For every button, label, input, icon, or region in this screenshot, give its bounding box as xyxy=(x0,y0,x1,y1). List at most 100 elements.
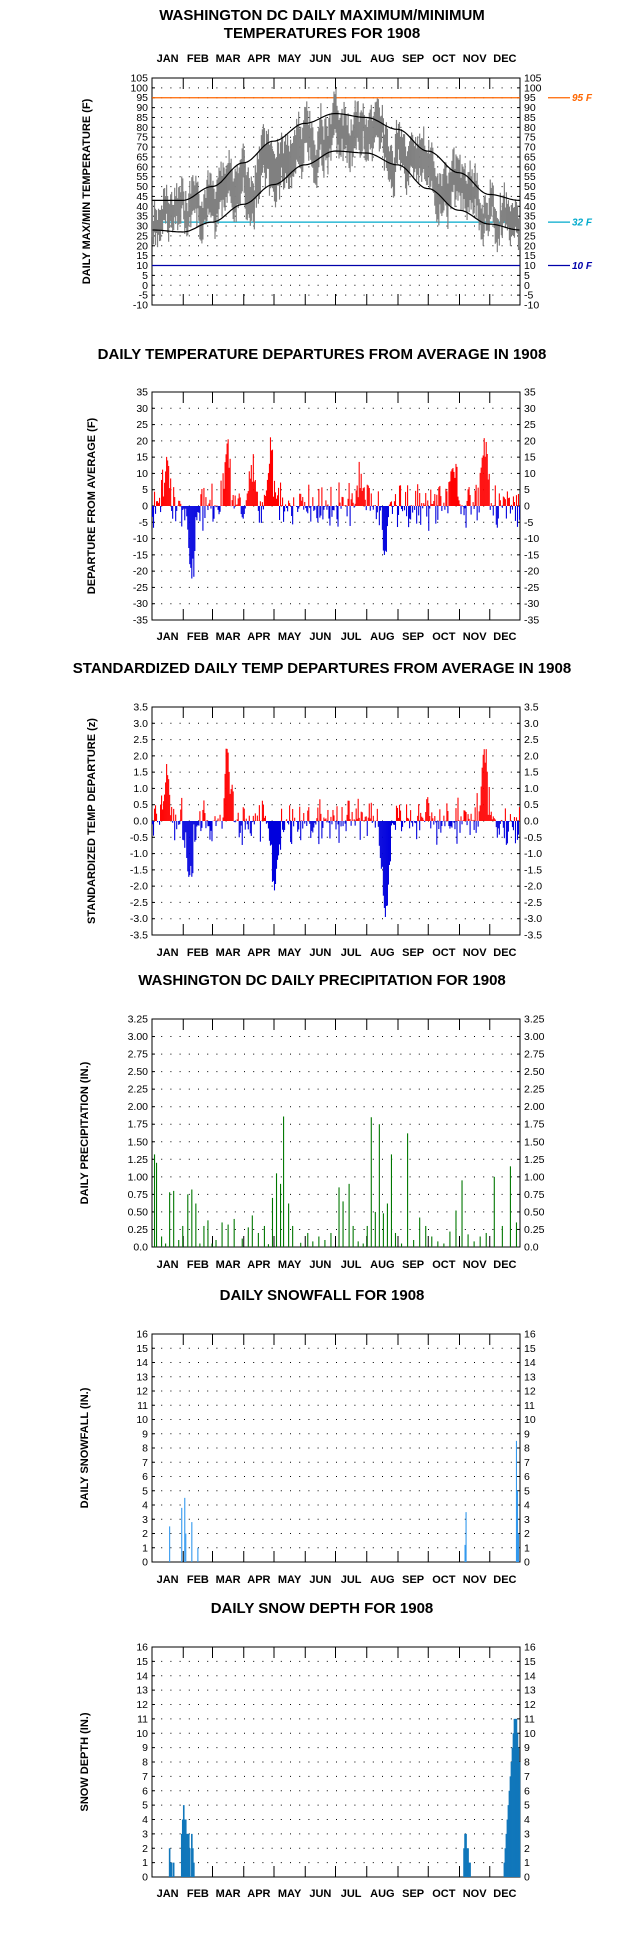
y-tick-label-left: 15 xyxy=(136,250,148,262)
y-tick-label-left: -25 xyxy=(133,582,148,594)
dot-grid xyxy=(152,706,520,936)
chart-title: DAILY SNOW DEPTH FOR 1908 xyxy=(211,1600,434,1617)
y-tick-label-right: 5 xyxy=(524,1800,530,1812)
y-tick-label-left: 3.25 xyxy=(128,1014,149,1026)
y-tick-label-left: 2.75 xyxy=(128,1049,149,1061)
month-label: MAY xyxy=(278,947,302,959)
y-tick-label-left: -2.0 xyxy=(130,881,148,893)
y-tick-label-left: 45 xyxy=(136,191,148,203)
month-label: MAR xyxy=(216,1574,241,1586)
y-tick-label-left: 15 xyxy=(136,452,148,464)
y-tick-label-left: -35 xyxy=(133,615,148,627)
month-label: APR xyxy=(247,1888,270,1900)
y-tick-label-left: 1.25 xyxy=(128,1154,149,1166)
y-tick-label-right: -0.5 xyxy=(524,832,542,844)
y-axis-label: DEPARTURE FROM AVERAGE (F) xyxy=(86,417,98,594)
y-tick-label-right: 4 xyxy=(524,1814,530,1826)
y-tick-label-right: 2.5 xyxy=(524,734,539,746)
data-marks xyxy=(151,437,521,579)
y-tick-label-right: 1.5 xyxy=(524,767,539,779)
month-label: JAN xyxy=(157,1888,179,1900)
y-tick-label-right: 3 xyxy=(524,1514,530,1526)
y-tick-label-left: 6 xyxy=(142,1471,148,1483)
month-label: APR xyxy=(247,1574,270,1586)
y-tick-label-left: 16 xyxy=(136,1329,148,1341)
y-tick-label-right: 2 xyxy=(524,1528,530,1540)
month-label: AUG xyxy=(370,1888,394,1900)
y-tick-label-left: 2.0 xyxy=(133,750,148,762)
y-tick-label-right: 105 xyxy=(524,73,542,85)
y-tick-label-left: 90 xyxy=(136,102,148,114)
month-label: DEC xyxy=(493,631,516,643)
y-tick-label-right: 11 xyxy=(524,1713,535,1725)
y-tick-label-left: 1 xyxy=(142,1542,148,1554)
y-tick-label-right: 16 xyxy=(524,1642,536,1654)
y-tick-label-left: 30 xyxy=(136,403,148,415)
y-tick-label-left: 0.25 xyxy=(128,1224,149,1236)
y-tick-label-left: 105 xyxy=(130,73,148,85)
y-tick-label-right: -10 xyxy=(524,300,539,312)
chart-panel-4: WASHINGTON DC DAILY PRECIPITATION FOR 19… xyxy=(79,972,545,1271)
y-tick-label-left: 0.5 xyxy=(133,799,148,811)
y-tick-label-right: 13 xyxy=(524,1371,536,1383)
month-label: FEB xyxy=(187,947,209,959)
month-label: SEP xyxy=(402,631,424,643)
y-tick-label-left: 0.75 xyxy=(128,1189,149,1201)
y-tick-label-right: 12 xyxy=(524,1699,536,1711)
y-tick-label-right: -35 xyxy=(524,615,539,627)
month-label: JUL xyxy=(341,631,362,643)
month-label: JAN xyxy=(157,53,179,65)
y-tick-label-left: 1.0 xyxy=(133,783,148,795)
y-tick-label-right: 1.50 xyxy=(524,1136,545,1148)
y-tick-label-left: 5 xyxy=(142,1800,148,1812)
y-tick-label-right: 35 xyxy=(524,211,536,223)
y-tick-label-left: -5 xyxy=(139,517,148,529)
y-tick-label-left: 5 xyxy=(142,270,148,282)
month-label: OCT xyxy=(432,1574,456,1586)
y-tick-label-right: 0.25 xyxy=(524,1224,545,1236)
month-label: JUN xyxy=(309,53,331,65)
y-axis-label: DAILY MAX/MIN TEMPERATURE (F) xyxy=(81,98,93,284)
month-label: JUL xyxy=(341,947,362,959)
chart-title: DAILY SNOWFALL FOR 1908 xyxy=(220,1287,425,1304)
y-tick-label-right: 2.00 xyxy=(524,1101,545,1113)
y-tick-label-right: 0 xyxy=(524,1557,530,1569)
dot-grid xyxy=(152,1646,520,1878)
y-tick-label-right: -3.0 xyxy=(524,913,542,925)
y-tick-label-right: 0.75 xyxy=(524,1189,545,1201)
y-tick-label-left: 3.5 xyxy=(133,702,148,714)
y-tick-label-left: 16 xyxy=(136,1642,148,1654)
month-label: NOV xyxy=(463,53,488,65)
month-label: AUG xyxy=(370,1259,394,1271)
month-label: DEC xyxy=(493,53,516,65)
month-label: MAR xyxy=(216,1888,241,1900)
month-label: AUG xyxy=(370,1574,394,1586)
month-label: JUN xyxy=(309,947,331,959)
month-label: MAY xyxy=(278,631,302,643)
month-label: FEB xyxy=(187,53,209,65)
month-label: DEC xyxy=(493,1888,516,1900)
month-label: FEB xyxy=(187,1888,209,1900)
y-tick-label-left: 15 xyxy=(136,1343,148,1355)
month-label: APR xyxy=(247,1259,270,1271)
y-tick-label-right: 13 xyxy=(524,1685,536,1697)
month-label: OCT xyxy=(432,1888,456,1900)
y-tick-label-right: 30 xyxy=(524,221,536,233)
y-tick-label-right: 0.0 xyxy=(524,1242,539,1254)
y-tick-label-right: -30 xyxy=(524,598,539,610)
y-tick-label-right: 12 xyxy=(524,1386,536,1398)
month-label: DEC xyxy=(493,1574,516,1586)
y-tick-label-right: 14 xyxy=(524,1357,536,1369)
y-tick-label-left: 10 xyxy=(136,260,148,272)
month-label: OCT xyxy=(432,1259,456,1271)
month-label: AUG xyxy=(370,947,394,959)
y-tick-label-right: 1.00 xyxy=(524,1171,545,1183)
y-tick-label-right: 4 xyxy=(524,1500,530,1512)
month-label: MAY xyxy=(278,53,302,65)
chart-title: WASHINGTON DC DAILY PRECIPITATION FOR 19… xyxy=(138,972,506,989)
y-tick-label-right: -2.0 xyxy=(524,881,542,893)
y-tick-label-left: 0 xyxy=(142,501,148,513)
y-tick-label-right: 3.5 xyxy=(524,702,539,714)
